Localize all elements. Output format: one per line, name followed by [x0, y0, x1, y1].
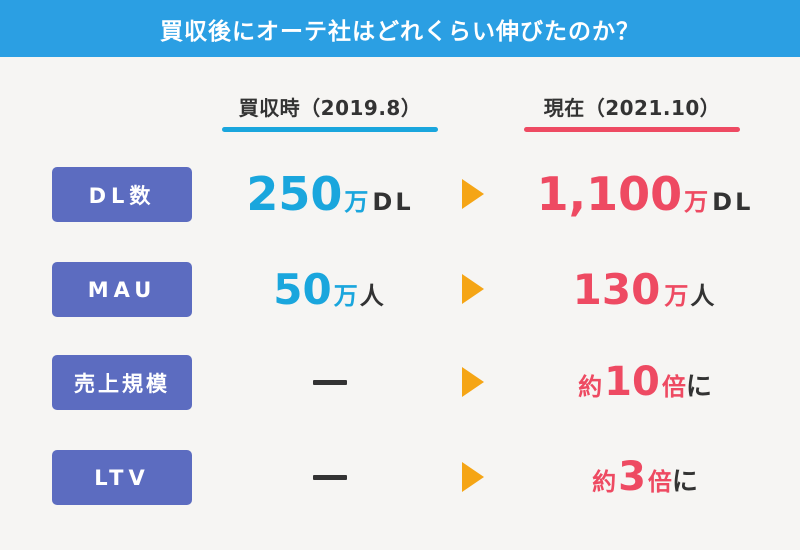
before-unit-person: 人 — [359, 282, 387, 310]
after-value-revenue: 約 10 倍 に — [495, 355, 795, 410]
after-suffix-ni: に — [685, 372, 712, 402]
before-unit: 万 — [344, 188, 369, 216]
arrow-right-icon — [462, 274, 484, 304]
after-unit: 万 — [664, 282, 689, 310]
arrow-right-icon — [462, 179, 484, 209]
row-dl: DL数 250 万 DL 1,100 万 DL — [0, 167, 800, 229]
row-mau: MAU 50 万 人 130 万 人 — [0, 262, 800, 324]
column-header-before: 買収時（2019.8） — [222, 92, 438, 134]
after-value-mau: 130 万 人 — [495, 262, 795, 317]
before-value-dl: 250 万 DL — [205, 167, 455, 222]
before-unit-dl: DL — [372, 188, 414, 216]
column-header-after-underline — [524, 127, 740, 132]
after-prefix: 約 — [578, 373, 603, 401]
before-value-ltv — [205, 450, 455, 505]
row-ltv: LTV 約 3 倍 に — [0, 450, 800, 512]
before-number: 250 — [246, 167, 343, 221]
header-banner: 買収後にオーテ社はどれくらい伸びたのか？ — [0, 0, 800, 57]
after-suffix-times: 倍 — [647, 468, 672, 496]
after-number: 10 — [604, 359, 660, 405]
after-value-dl: 1,100 万 DL — [495, 167, 795, 222]
dash-mark — [313, 475, 347, 480]
after-suffix-times: 倍 — [661, 373, 686, 401]
before-number: 50 — [273, 265, 332, 314]
arrow-right-icon — [462, 367, 484, 397]
before-unit: 万 — [333, 282, 358, 310]
after-value-ltv: 約 3 倍 に — [495, 450, 795, 505]
arrow-right-icon — [462, 462, 484, 492]
page-title: 買収後にオーテ社はどれくらい伸びたのか？ — [160, 18, 640, 45]
column-header-before-text: 買収時（2019.8） — [238, 96, 422, 120]
after-suffix-ni: に — [671, 467, 698, 497]
row-label-dl: DL数 — [52, 167, 192, 222]
row-revenue: 売上規模 約 10 倍 に — [0, 355, 800, 417]
after-number: 1,100 — [536, 167, 683, 221]
row-label-mau: MAU — [52, 262, 192, 317]
after-unit-dl: DL — [712, 188, 754, 216]
before-value-mau: 50 万 人 — [205, 262, 455, 317]
column-header-after-text: 現在（2021.10） — [543, 96, 721, 120]
before-value-revenue — [205, 355, 455, 410]
after-unit-person: 人 — [690, 282, 718, 310]
row-label-ltv: LTV — [52, 450, 192, 505]
column-header-after: 現在（2021.10） — [524, 92, 740, 134]
row-label-revenue: 売上規模 — [52, 355, 192, 410]
column-header-before-underline — [222, 127, 438, 132]
after-unit: 万 — [684, 188, 709, 216]
after-number: 130 — [572, 265, 661, 314]
after-prefix: 約 — [592, 468, 617, 496]
after-number: 3 — [618, 454, 646, 500]
dash-mark — [313, 380, 347, 385]
